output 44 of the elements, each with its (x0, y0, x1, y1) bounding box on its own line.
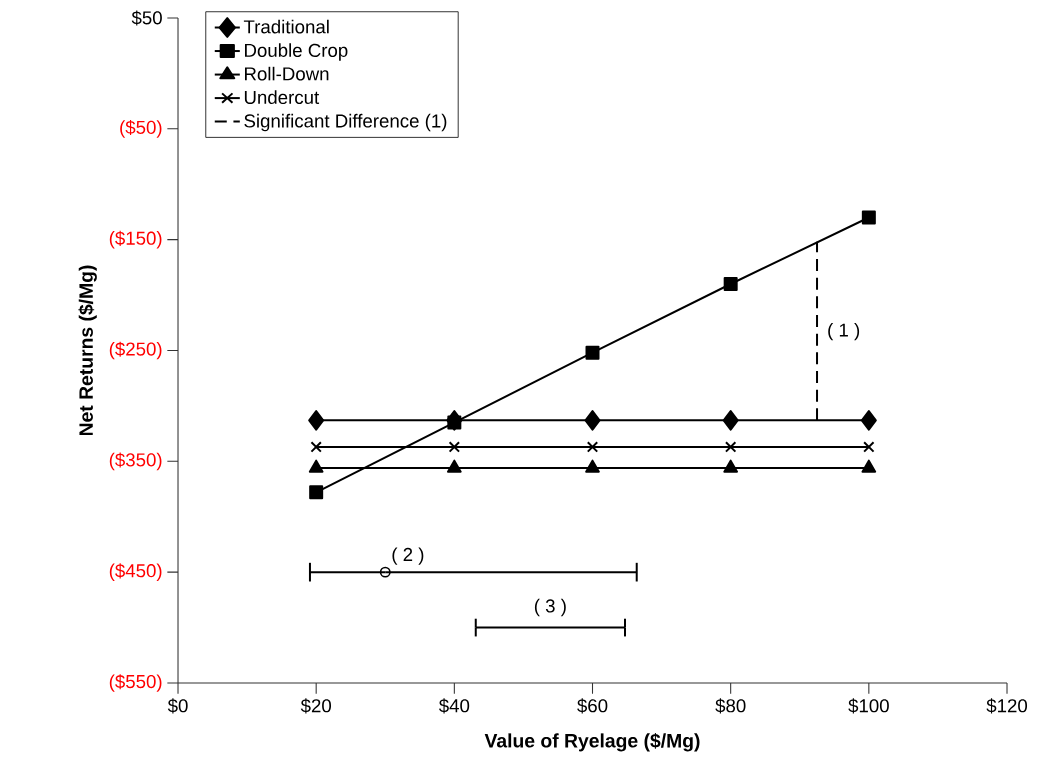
x-tick-label: $40 (438, 698, 470, 714)
point (863, 441, 875, 453)
point (310, 441, 322, 453)
point (722, 409, 739, 431)
y-tick-label: ($550) (109, 674, 162, 692)
point (308, 409, 325, 431)
point (723, 276, 738, 291)
x-axis-title: Value of Ryelage ($/Mg) (484, 733, 700, 752)
point (586, 441, 599, 453)
y-axis-title: Net Returns ($/Mg) (78, 265, 97, 436)
x-tick-label: $80 (715, 698, 746, 714)
point (861, 210, 876, 225)
y-tick-label: $50 (131, 10, 162, 26)
x-tick-label: $100 (848, 698, 889, 714)
y-tick-label: ($450) (109, 563, 162, 581)
point (724, 441, 737, 453)
point (860, 409, 877, 431)
annotation: ( 3 ) (534, 598, 566, 617)
point (379, 566, 391, 578)
legend-label: Undercut (244, 90, 320, 105)
y-tick-label: ($150) (109, 230, 162, 249)
legend-label: Roll-Down (245, 66, 329, 81)
x-tick-label: $60 (577, 698, 608, 714)
x-tick-label: $120 (986, 698, 1028, 714)
legend-label: Double Crop (245, 43, 348, 61)
point (584, 409, 601, 431)
point (309, 485, 324, 500)
annotation: ( 1 ) (828, 322, 860, 341)
point (723, 459, 739, 473)
point (308, 459, 324, 473)
y-tick-label: ($250) (109, 341, 162, 360)
point (448, 441, 461, 453)
y-tick-label: ($350) (109, 452, 162, 471)
x-tick-label: $20 (300, 698, 332, 714)
point (585, 345, 600, 360)
annotation: ( 2 ) (392, 547, 424, 565)
legend-label: Significant Difference (1) (244, 113, 447, 132)
legend-label: Traditional (243, 19, 329, 34)
point (446, 459, 462, 473)
point (447, 415, 462, 430)
x-tick-label: $0 (167, 698, 188, 714)
point (861, 459, 877, 473)
y-tick-label: ($50) (120, 119, 162, 138)
point (585, 459, 600, 473)
